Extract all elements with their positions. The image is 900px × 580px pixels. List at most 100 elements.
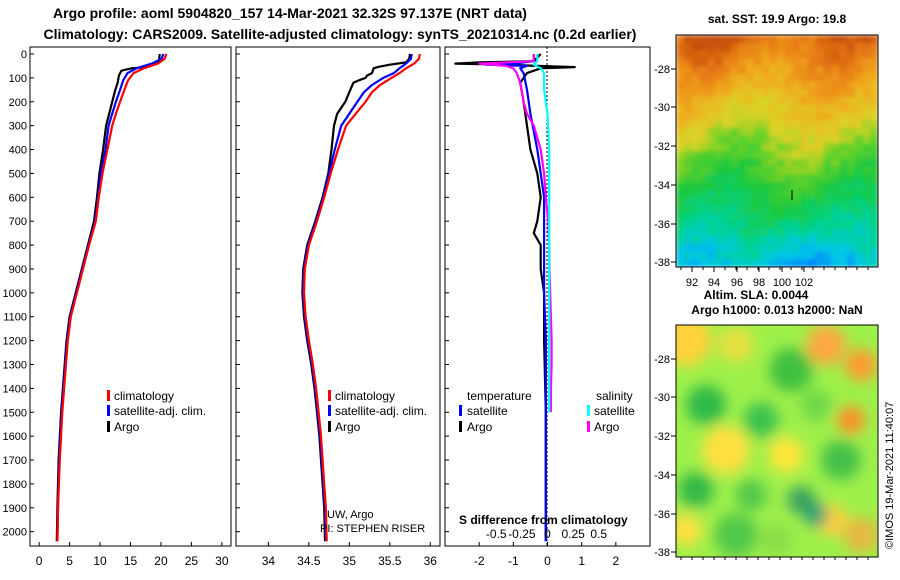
difference-legend: temperature salinity satellite Argo sate… <box>459 389 635 434</box>
salinity-panel-frame <box>235 46 441 547</box>
legend-title-temperature: temperature <box>467 389 532 403</box>
sst-lon-label: 96 <box>731 277 743 289</box>
legend-swatch-climatology <box>107 390 110 401</box>
legend-swatch-satellite-adj <box>107 405 110 416</box>
depth-tick-label: 1200 <box>3 336 27 348</box>
depth-tick-label: 1400 <box>3 383 27 395</box>
series-line-climatology <box>56 53 168 542</box>
imos-credit: ©IMOS 19-Mar-2021 11:40:07 <box>884 402 896 549</box>
sst-lon-label: 100 <box>773 277 791 289</box>
sla-lat-label: -34 <box>654 470 670 482</box>
sst-map <box>676 35 878 267</box>
legend-swatch-temp-argo <box>459 421 462 432</box>
x-tick-label: 1 <box>578 554 585 568</box>
depth-tick-label: 1700 <box>3 455 27 467</box>
legend-label-climatology: climatology <box>335 389 395 403</box>
x-tick-label: 15 <box>124 554 138 568</box>
depth-tick-label: 800 <box>9 240 27 252</box>
legend-label-temp-satellite: satellite <box>467 404 508 418</box>
legend-swatch-temp-satellite <box>459 405 462 416</box>
legend-label-sal-argo: Argo <box>594 420 620 434</box>
legend-label-temp-argo: Argo <box>467 420 493 434</box>
sst-lon-label: 98 <box>753 277 765 289</box>
x-tick-label: 5 <box>66 554 73 568</box>
depth-axis: 0 100 200 300 400 500 600 700 800 900 1000 1100 1200… <box>3 49 449 539</box>
legend-title-salinity: salinity <box>596 389 633 403</box>
x-tick-label: 35.5 <box>378 554 402 568</box>
x-tick-label: 20 <box>154 554 168 568</box>
sla-map <box>676 325 878 557</box>
x-tick-label: 0 <box>544 554 551 568</box>
secondary-x-tick-label: -0.5 <box>486 527 507 541</box>
sla-lat-label: -32 <box>654 431 670 443</box>
series-line-satellite-adj-clim- <box>302 53 413 542</box>
depth-tick-label: 1100 <box>3 312 27 324</box>
x-tick-label: -2 <box>474 554 485 568</box>
depth-tick-label: 700 <box>9 216 27 228</box>
legend-label-climatology: climatology <box>114 389 174 403</box>
sla-lat-label: -30 <box>654 392 670 404</box>
sst-lat-label: -28 <box>654 64 670 76</box>
x-tick-label: 36 <box>424 554 438 568</box>
sst-lat-label: -30 <box>654 102 670 114</box>
temperature-legend: climatology satellite-adj. clim. Argo <box>107 389 206 434</box>
legend-label-satellite-adj: satellite-adj. clim. <box>114 404 206 418</box>
salinity-series <box>301 53 421 542</box>
depth-tick-label: 500 <box>9 168 27 180</box>
series-line-satellite-adj-clim- <box>56 53 165 542</box>
header-line1: Argo profile: aoml 5904820_157 14-Mar-20… <box>53 5 527 21</box>
x-tick-label: 30 <box>215 554 229 568</box>
x-tick-label: 0 <box>36 554 43 568</box>
sst-lon-label: 94 <box>708 277 720 289</box>
legend-swatch-argo <box>107 421 110 432</box>
header-line2: Climatology: CARS2009. Satellite-adjuste… <box>44 26 637 42</box>
sst-lon-label: 102 <box>795 277 813 289</box>
sla-map-frame <box>675 324 879 558</box>
depth-tick-label: 1600 <box>3 431 27 443</box>
legend-label-satellite-adj: satellite-adj. clim. <box>335 404 427 418</box>
legend-swatch-argo <box>328 421 331 432</box>
secondary-x-tick-label: 0 <box>544 527 551 541</box>
sst-lat-label: -32 <box>654 141 670 153</box>
legend-label-argo: Argo <box>114 420 140 434</box>
difference-secondary-tick-labels: -0.5 -0.25 0 0.25 0.5 <box>486 527 608 541</box>
x-tick-label: -1 <box>508 554 519 568</box>
sla-lat-label: -28 <box>654 354 670 366</box>
sla-map-axes: -28 -30 -32 -34 -36 -38 <box>654 354 869 560</box>
legend-swatch-satellite-adj <box>328 405 331 416</box>
secondary-x-tick-label: 0.5 <box>590 527 607 541</box>
depth-tick-label: 1800 <box>3 479 27 491</box>
sst-map-frame <box>675 34 879 268</box>
x-tick-label: 10 <box>93 554 107 568</box>
legend-label-sal-satellite: satellite <box>594 404 635 418</box>
sst-map-title: sat. SST: 19.9 Argo: 19.8 <box>708 12 847 26</box>
x-tick-label: 35 <box>343 554 357 568</box>
depth-tick-label: 0 <box>21 49 27 61</box>
temperature-x-axis: 0 5 10 15 20 25 30 <box>36 542 229 568</box>
depth-tick-label: 300 <box>9 121 27 133</box>
series-line-salinity-satellite <box>532 54 551 413</box>
sst-lat-label: -38 <box>654 257 670 269</box>
salinity-legend: climatology satellite-adj. clim. Argo <box>328 389 427 434</box>
legend-swatch-sal-argo <box>587 421 590 432</box>
annotation-pi: PI: STEPHEN RISER <box>320 523 425 535</box>
depth-tick-label: 600 <box>9 192 27 204</box>
sla-lat-label: -38 <box>654 547 670 559</box>
series-line-temperature-argo <box>454 53 576 542</box>
depth-tick-label: 2000 <box>3 527 27 539</box>
sla-map-title-1: Altim. SLA: 0.0044 <box>704 288 809 302</box>
depth-tick-label: 1000 <box>3 288 27 300</box>
depth-tick-label: 1500 <box>3 407 27 419</box>
x-tick-label: 25 <box>185 554 199 568</box>
legend-label-argo: Argo <box>335 420 361 434</box>
depth-tick-label: 400 <box>9 145 27 157</box>
depth-tick-label: 100 <box>9 73 27 85</box>
depth-tick-label: 1900 <box>3 503 27 515</box>
series-line-salinity-argo <box>478 54 553 413</box>
depth-tick-label: 900 <box>9 264 27 276</box>
secondary-x-tick-label: -0.25 <box>508 527 536 541</box>
annotation-uw-argo: UW, Argo <box>327 509 373 521</box>
temperature-series <box>55 53 168 542</box>
salinity-x-axis: 34 34.5 35 35.5 36 <box>262 542 438 568</box>
